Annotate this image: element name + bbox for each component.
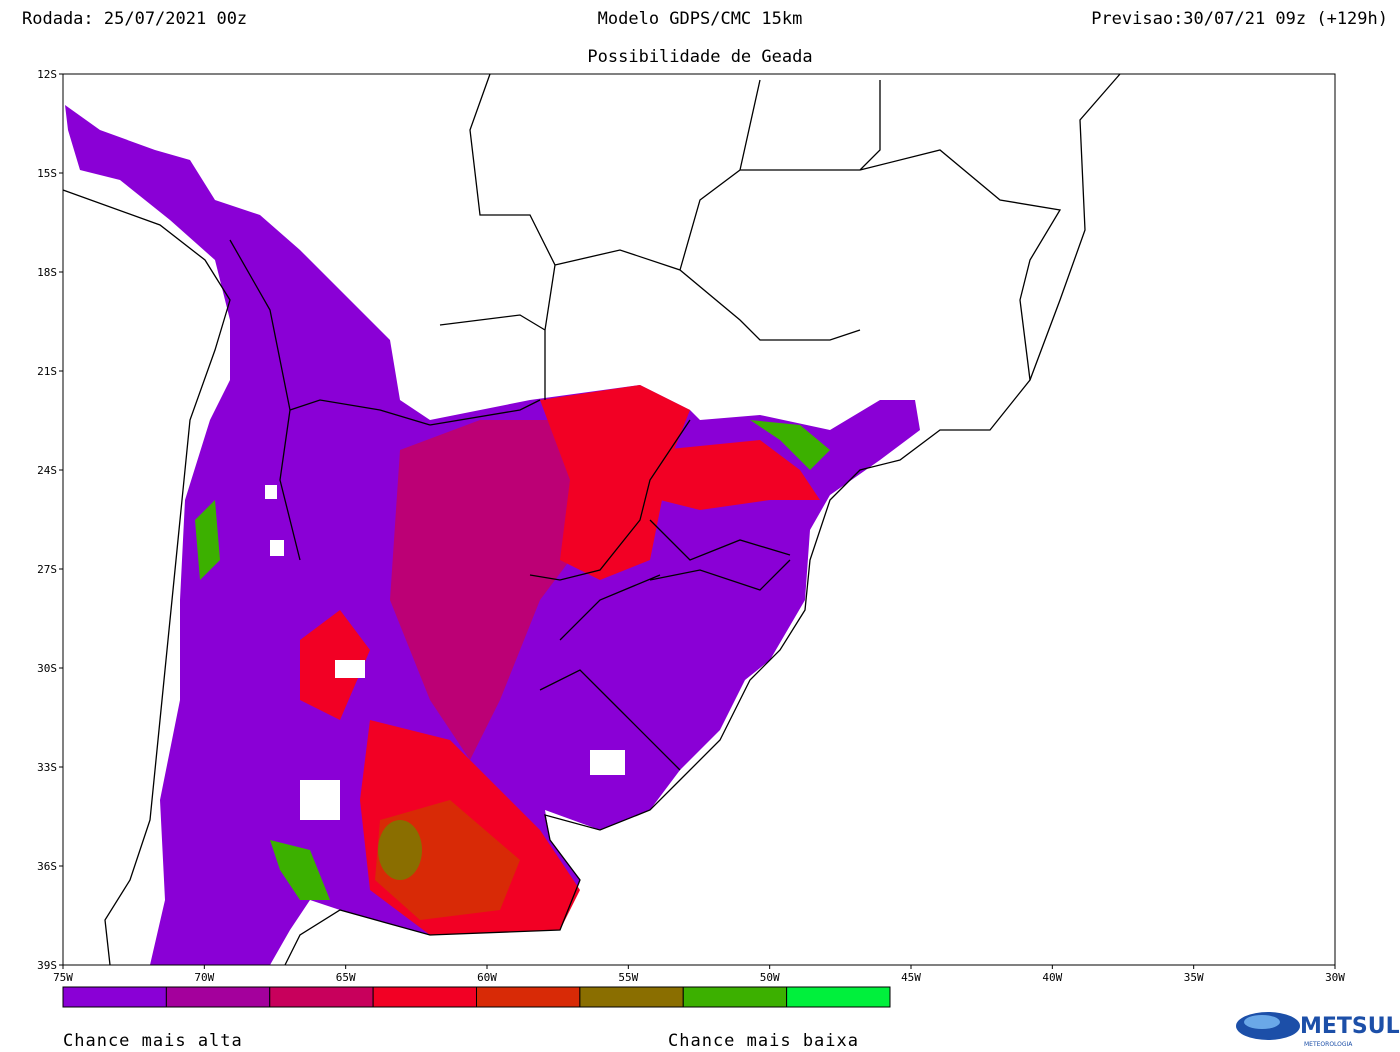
colorbar-swatch	[62, 986, 167, 1008]
colorbar-swatch	[269, 986, 374, 1008]
coastline	[62, 189, 231, 966]
lat-tick-label: 21S	[37, 365, 57, 378]
borders	[62, 73, 1121, 966]
frost-area	[540, 385, 690, 580]
legend-low-label: Chance mais baixa	[668, 1031, 859, 1051]
subtitle: Possibilidade de Geada	[587, 47, 812, 67]
lat-tick-label: 18S	[37, 266, 57, 279]
frost-hole	[335, 660, 365, 678]
lat-tick-label: 12S	[37, 68, 57, 81]
colorbar-swatch	[372, 986, 477, 1008]
legend-high-label: Chance mais alta	[63, 1031, 243, 1051]
lat-tick-label: 36S	[37, 860, 57, 873]
lat-tick-label: 27S	[37, 563, 57, 576]
colorbar-swatch	[476, 986, 581, 1008]
lon-tick-label: 50W	[760, 971, 780, 984]
logo-globe	[1244, 1015, 1280, 1029]
lat-tick-label: 15S	[37, 167, 57, 180]
colorbar-swatch	[786, 986, 891, 1008]
frost-area	[378, 820, 422, 880]
colorbar-swatch	[682, 986, 788, 1008]
logo-sub: METEOROLOGIA	[1304, 1041, 1353, 1048]
frost-hole	[270, 540, 284, 556]
colorbar	[62, 986, 891, 1008]
map-frame	[62, 73, 1336, 966]
state-border	[229, 73, 1062, 771]
colorbar-swatch	[579, 986, 684, 1008]
frost-area	[270, 840, 330, 900]
lon-tick-label: 65W	[336, 971, 356, 984]
colorbar-swatch	[165, 986, 271, 1008]
frost-area	[195, 500, 220, 580]
frost-hole	[590, 750, 625, 775]
frost-area	[660, 440, 820, 510]
model-label: Modelo GDPS/CMC 15km	[598, 9, 803, 29]
lon-tick-label: 45W	[901, 971, 921, 984]
frost-hole	[300, 780, 340, 820]
coastline	[284, 73, 1121, 966]
logo: METSUL METEOROLOGIA	[1236, 1012, 1400, 1048]
lat-tick-label: 33S	[37, 761, 57, 774]
logo-name: METSUL	[1300, 1014, 1400, 1039]
frost-field	[65, 105, 920, 965]
lon-tick-label: 35W	[1184, 971, 1204, 984]
lat-tick-label: 39S	[37, 959, 57, 972]
lat-tick-label: 24S	[37, 464, 57, 477]
lon-tick-label: 60W	[477, 971, 497, 984]
run-label: Rodada: 25/07/2021 00z	[22, 9, 247, 29]
lon-tick-label: 75W	[53, 971, 73, 984]
lat-tick-label: 30S	[37, 662, 57, 675]
frost-area	[750, 420, 830, 470]
lon-tick-label: 40W	[1042, 971, 1062, 984]
frost-area	[390, 420, 600, 760]
forecast-label: Previsao:30/07/21 09z (+129h)	[1091, 9, 1388, 29]
lon-tick-label: 30W	[1325, 971, 1345, 984]
lon-tick-label: 55W	[618, 971, 638, 984]
frost-hole	[265, 485, 277, 499]
lon-tick-label: 70W	[194, 971, 214, 984]
